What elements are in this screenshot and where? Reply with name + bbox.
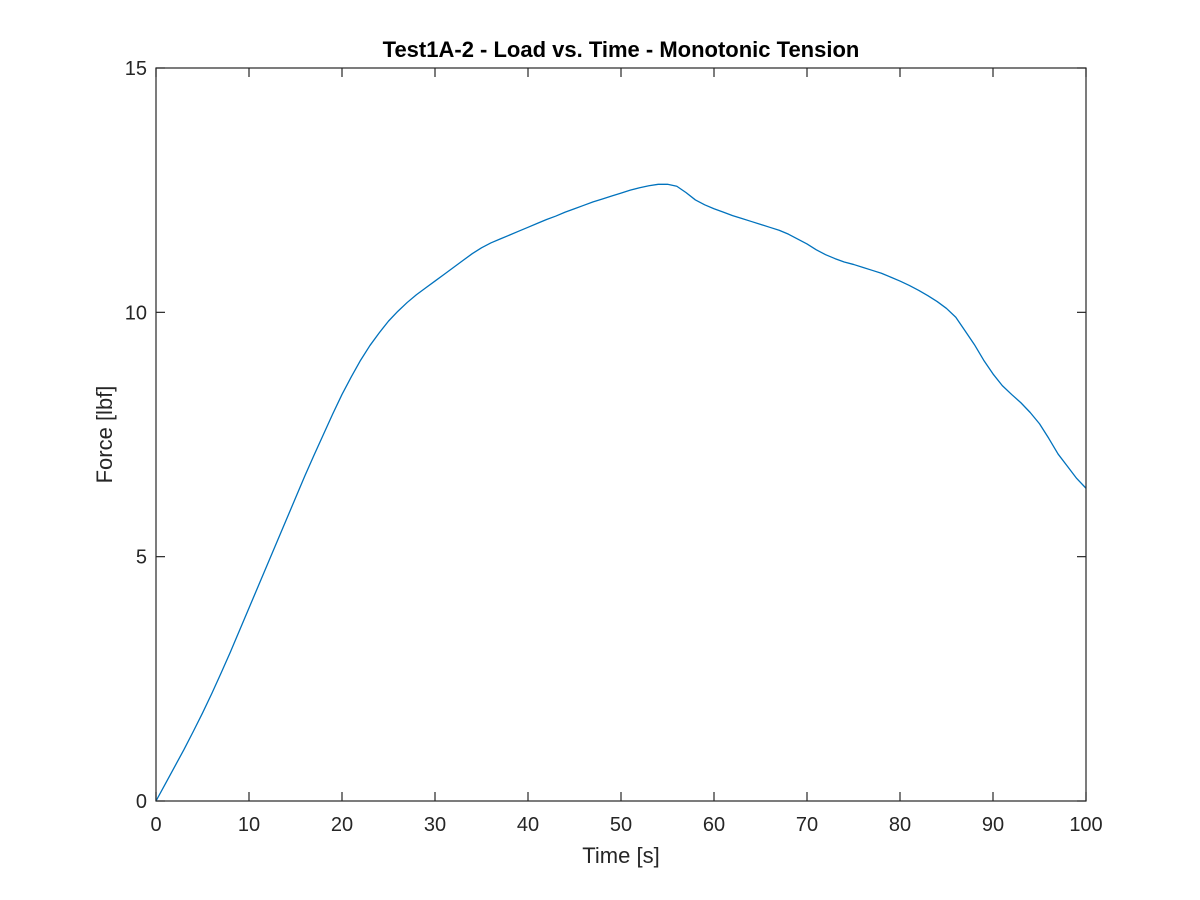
plot-area [156,68,1086,801]
y-axis-label: Force [lbf] [92,386,117,484]
x-tick-label: 20 [331,814,353,836]
x-tick-label: 70 [796,814,818,836]
x-tick-label: 90 [982,814,1004,836]
y-tick-label: 15 [125,58,147,80]
x-tick-label: 30 [424,814,446,836]
x-tick-label: 0 [150,814,161,836]
x-tick-label: 80 [889,814,911,836]
x-axis-label: Time [s] [582,843,659,868]
axes-box [155,67,1087,802]
data-series-line [155,183,1087,802]
y-tick-label: 5 [136,547,147,569]
x-tick-label: 100 [1069,814,1102,836]
chart-title: Test1A-2 - Load vs. Time - Monotonic Ten… [383,37,860,62]
y-tick-label: 10 [125,302,147,324]
x-tick-label: 60 [703,814,725,836]
x-tick-label: 40 [517,814,539,836]
x-tick-label: 50 [610,814,632,836]
x-tick-label: 10 [238,814,260,836]
axis-tick-labels: 0 10 20 30 40 50 60 70 80 90 100 0 5 10 15 [125,58,1103,836]
y-tick-label: 0 [136,791,147,813]
